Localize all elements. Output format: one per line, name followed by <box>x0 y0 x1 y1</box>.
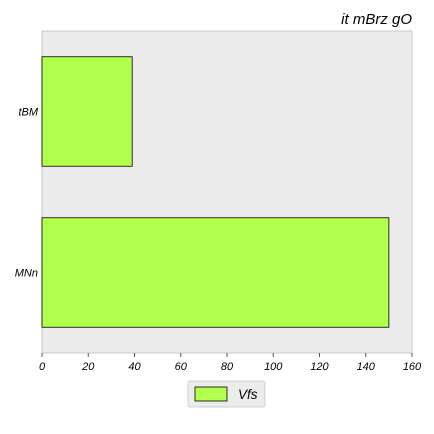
x-axis: 0 20 40 60 80 100 120 140 160 <box>39 353 422 373</box>
legend-label: Vfs <box>238 387 258 402</box>
x-tick-label: 120 <box>310 361 329 373</box>
legend: Vfs <box>187 380 266 408</box>
bars-layer <box>41 56 390 328</box>
bar-tBM <box>41 56 133 167</box>
chart-title: it mBrz gO <box>341 11 412 28</box>
y-tick-label: MNn <box>15 268 38 280</box>
x-tick-label: 60 <box>175 361 188 373</box>
y-tick-label: tBM <box>18 107 38 119</box>
x-tick-label: 140 <box>357 361 376 373</box>
x-tick-label: 20 <box>81 361 95 373</box>
x-tick-label: 80 <box>221 361 234 373</box>
x-tick-label: 40 <box>128 361 141 373</box>
x-tick-label: 0 <box>39 361 46 373</box>
bar-MNn <box>41 217 390 328</box>
y-axis: tBM MNn <box>15 107 39 280</box>
x-tick-label: 100 <box>264 361 283 373</box>
x-tick-label: 160 <box>403 361 422 373</box>
legend-swatch <box>194 386 228 402</box>
